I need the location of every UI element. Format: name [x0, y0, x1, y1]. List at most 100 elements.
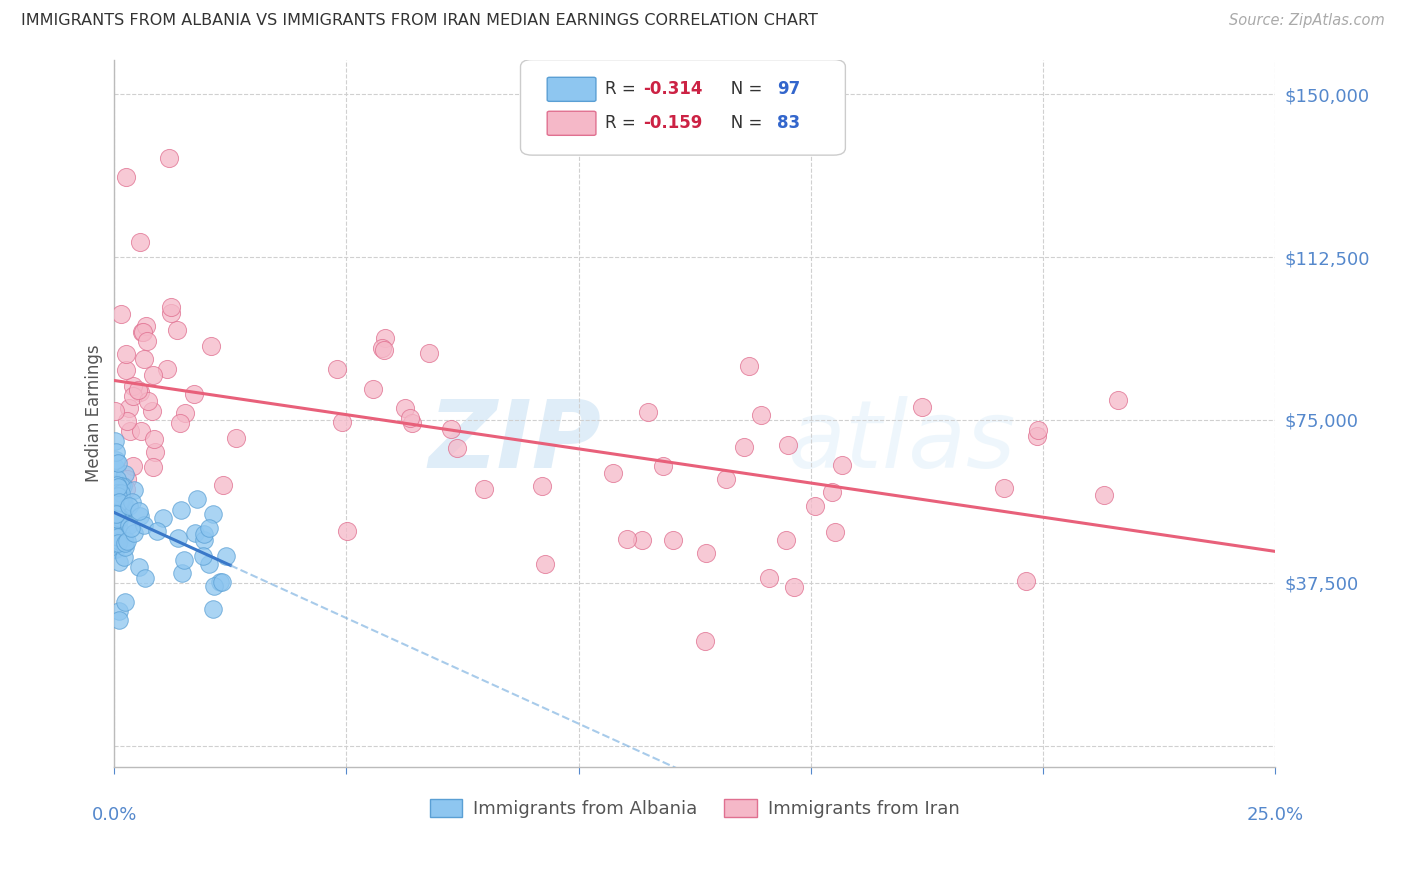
Point [911, 400, 934, 414]
Text: Source: ZipAtlas.com: Source: ZipAtlas.com [1229, 13, 1385, 29]
Point [110, 486, 132, 500]
Point [105, 541, 128, 556]
Point [733, 440, 755, 454]
Point [105, 508, 128, 522]
Point [824, 524, 846, 539]
Point [110, 525, 132, 540]
Point [108, 604, 131, 618]
Point [114, 169, 136, 184]
Point [105, 486, 128, 500]
Point [1107, 392, 1129, 407]
Point [135, 319, 157, 334]
Text: 83: 83 [778, 114, 800, 132]
Point [110, 508, 132, 523]
Point [120, 521, 142, 535]
Point [738, 359, 761, 373]
Point [104, 517, 127, 532]
Point [373, 343, 395, 357]
Text: 25.0%: 25.0% [1246, 806, 1303, 824]
Text: R =: R = [605, 80, 641, 98]
Point [105, 479, 128, 493]
Point [111, 479, 134, 493]
Point [778, 438, 800, 452]
Point [169, 416, 191, 430]
Point [114, 532, 136, 546]
Point [446, 442, 468, 456]
Point [114, 540, 136, 554]
Point [117, 473, 139, 487]
Point [783, 580, 806, 594]
Point [128, 504, 150, 518]
Point [193, 533, 215, 547]
Point [107, 484, 129, 499]
Point [208, 574, 231, 589]
Point [330, 415, 353, 429]
Point [714, 472, 737, 486]
Text: 97: 97 [778, 80, 800, 98]
Point [325, 361, 347, 376]
Point [132, 326, 155, 340]
Point [758, 571, 780, 585]
Point [110, 499, 132, 513]
Point [202, 601, 225, 615]
Point [374, 331, 396, 345]
Point [104, 501, 127, 516]
Point [225, 431, 247, 445]
Point [336, 524, 359, 538]
Point [107, 489, 129, 503]
Point [111, 497, 134, 511]
Point [775, 533, 797, 547]
Point [131, 325, 153, 339]
Point [440, 422, 463, 436]
Point [399, 411, 422, 425]
Text: atlas: atlas [787, 396, 1015, 487]
Point [110, 510, 132, 524]
Point [637, 405, 659, 419]
Point [202, 579, 225, 593]
Point [118, 518, 141, 533]
Point [662, 533, 685, 547]
Point [111, 496, 134, 510]
Point [105, 478, 128, 492]
Point [108, 495, 131, 509]
Point [122, 483, 145, 498]
Point [534, 557, 557, 571]
Text: 0.0%: 0.0% [91, 806, 138, 824]
FancyBboxPatch shape [520, 60, 845, 155]
Point [114, 536, 136, 550]
Point [211, 574, 233, 589]
Point [170, 566, 193, 580]
FancyBboxPatch shape [547, 112, 596, 136]
Point [121, 495, 143, 509]
Point [107, 536, 129, 550]
Point [134, 571, 156, 585]
Point [114, 467, 136, 482]
Point [107, 476, 129, 491]
Point [122, 525, 145, 540]
Text: N =: N = [716, 80, 768, 98]
Point [1026, 429, 1049, 443]
Y-axis label: Median Earnings: Median Earnings [86, 344, 103, 483]
Point [103, 483, 125, 497]
Point [105, 498, 128, 512]
Point [141, 403, 163, 417]
Point [198, 558, 221, 572]
Point [186, 492, 208, 507]
Point [166, 323, 188, 337]
Point [103, 526, 125, 541]
Point [749, 408, 772, 422]
Point [1094, 487, 1116, 501]
Point [110, 505, 132, 519]
Point [804, 499, 827, 513]
Point [134, 518, 156, 533]
Point [831, 458, 853, 472]
Point [104, 434, 127, 449]
Point [105, 507, 128, 521]
Point [602, 467, 624, 481]
Point [531, 479, 554, 493]
Point [107, 530, 129, 544]
Point [105, 453, 128, 467]
Point [156, 362, 179, 376]
Point [104, 404, 127, 418]
Point [115, 363, 138, 377]
